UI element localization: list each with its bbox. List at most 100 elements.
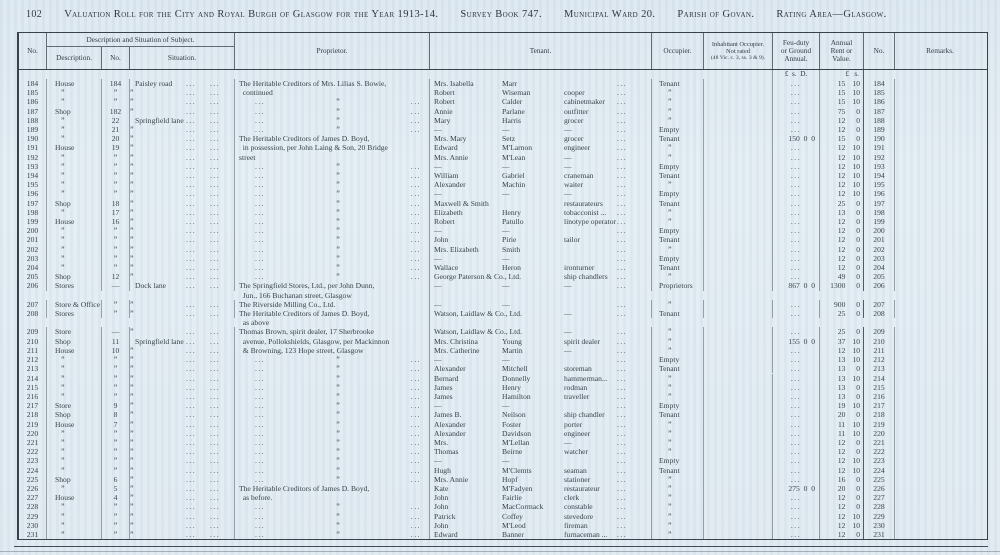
dot-leaders: ... xyxy=(186,373,197,383)
tenant-forename: Alexander xyxy=(434,364,466,374)
tenant-surname: Foster xyxy=(502,419,521,429)
rent-pounds: 25 xyxy=(837,309,846,319)
dot-leaders: ... xyxy=(186,207,197,217)
dot-leaders: ... xyxy=(617,419,628,429)
tenant-cell: — — ... xyxy=(430,299,652,310)
rent-shillings: 0 xyxy=(856,217,860,227)
entry-no-right: 214 xyxy=(864,373,895,383)
inhabitant-occupier-cell xyxy=(704,106,773,116)
remarks-cell xyxy=(895,226,985,235)
dot-leaders: ... xyxy=(186,106,197,116)
remarks-cell xyxy=(895,410,985,419)
inhabitant-occupier-cell xyxy=(704,235,773,245)
table-body: 184 House 184 Paisley road ... ... The H… xyxy=(19,79,987,540)
dot-leaders: ... xyxy=(617,143,628,153)
proprietor-cell: ...”... xyxy=(235,391,430,402)
tenant-forename: Edward xyxy=(434,143,458,153)
street-no-cell: ” xyxy=(102,263,130,273)
occupier-cell: Tenant xyxy=(652,309,704,319)
situation-cell: Springfield lane ... ... xyxy=(130,336,235,346)
rent-shillings: 0 xyxy=(856,244,860,254)
street-no-cell: ” xyxy=(102,437,130,448)
feu-currency-label: £ s. D. xyxy=(773,70,820,79)
table-row: 216 ” ” ” ... ... ...”... James Hamilton… xyxy=(19,391,987,402)
tenant-cell: Patrick Coffey stevedore ... xyxy=(430,511,652,521)
occupier-cell: ” xyxy=(652,244,704,254)
proprietor-cell: ...”... xyxy=(235,226,430,236)
table-row: 210 Shop 11 Springfield lane ... ... ave… xyxy=(19,336,987,346)
inhabitant-occupier-cell xyxy=(704,465,773,475)
tenant-occupation xyxy=(564,245,617,254)
feu-duty-cell: ... xyxy=(773,235,820,245)
situation-cell: ” ... ... xyxy=(130,502,235,512)
dot-leaders: ... xyxy=(210,511,221,521)
annual-rent-cell: 12 10 xyxy=(820,511,864,521)
proprietor-cell: ...”... xyxy=(235,511,430,521)
entry-no-right: 231 xyxy=(864,529,895,540)
feu-duty-cell: ... xyxy=(773,207,820,218)
tenant-occupation: linotype operator xyxy=(564,217,617,227)
tenant-surname: — xyxy=(502,299,510,309)
feu-duty-cell: ... xyxy=(773,272,820,282)
feu-duty-cell: ... xyxy=(773,364,820,374)
dot-leaders: ... xyxy=(186,327,197,337)
rent-shillings: 0 xyxy=(856,253,860,263)
entry-no-left: 189 xyxy=(19,125,47,135)
occupier-cell: ” xyxy=(652,207,704,218)
tenant-surname: Davidson xyxy=(502,428,532,438)
street-no-cell: ” xyxy=(102,226,130,236)
dot-leaders: ... xyxy=(186,143,197,153)
tenant-surname: — xyxy=(502,189,510,199)
entry-no-right: 222 xyxy=(864,447,895,457)
rent-pounds: 12 xyxy=(837,502,846,512)
entry-no-left: 184 xyxy=(19,79,47,89)
proprietor-cell: The Riverside Milling Co., Ltd. xyxy=(235,299,430,310)
rent-pounds: 900 xyxy=(833,299,846,309)
entry-no-left: 230 xyxy=(19,520,47,530)
description-cell: ” xyxy=(47,115,102,126)
rent-pounds: 13 xyxy=(837,391,846,401)
dot-leaders: ... xyxy=(210,474,221,484)
street-no-cell: ” xyxy=(102,161,130,172)
description-cell: ” xyxy=(47,355,102,365)
rent-currency-label: £ s. xyxy=(820,70,864,79)
table-row: 226 ” 5 ” ... ... The Heritable Creditor… xyxy=(19,483,987,494)
dot-leaders: ... xyxy=(186,309,197,319)
description-cell: ” xyxy=(47,520,102,530)
tenant-cell: Bernard Donnelly hammerman... ... xyxy=(430,373,652,383)
proprietor-cell: ...”... xyxy=(235,437,430,448)
table-row: 185 ” ” ” ... ... continued Robert Wisem… xyxy=(19,88,987,98)
dot-leaders: ... xyxy=(186,134,197,144)
tenant-occupation: watcher xyxy=(564,447,589,457)
dot-leaders: ... xyxy=(617,511,628,521)
tenant-surname: Henry xyxy=(502,207,521,217)
description-cell: Shop xyxy=(47,410,102,420)
tenant-cell: George Paterson & Co., Ltd. ship chandle… xyxy=(430,272,652,282)
entry-no-left: 206 xyxy=(19,281,47,291)
proprietor-cell: The Heritable Creditors of James D. Boyd… xyxy=(235,134,430,144)
dot-leaders: ... xyxy=(186,529,197,539)
tenant-surname: M'Clemts xyxy=(502,465,532,475)
feu-duty-cell: ... xyxy=(773,88,820,98)
occupier-cell: Empty xyxy=(652,161,704,172)
dot-leaders: ... xyxy=(617,355,628,365)
remarks-cell xyxy=(895,309,985,318)
rent-shillings: 0 xyxy=(856,281,860,291)
situation-cell: ” ... ... xyxy=(130,391,235,402)
rent-pounds: 13 xyxy=(837,373,846,383)
occupier-cell: ” xyxy=(652,428,704,438)
rent-pounds: 37 xyxy=(837,336,846,346)
description-cell: ” xyxy=(47,207,102,218)
proprietor-cell: ...”... xyxy=(235,253,430,264)
description-cell: House xyxy=(47,345,102,356)
inhabitant-occupier-cell xyxy=(704,152,773,162)
street-no-cell: ” xyxy=(102,244,130,254)
situation-cell: ” ... ... xyxy=(130,299,235,310)
entry-no-right: 205 xyxy=(864,272,895,282)
street-no-cell: ” xyxy=(102,180,130,190)
street-no-cell: 17 xyxy=(102,207,130,218)
rent-pounds: 13 xyxy=(837,207,846,217)
rent-pounds: 15 xyxy=(837,88,846,98)
dot-leaders: ... xyxy=(210,106,221,116)
situation-cell: Paisley road ... ... xyxy=(130,79,235,89)
